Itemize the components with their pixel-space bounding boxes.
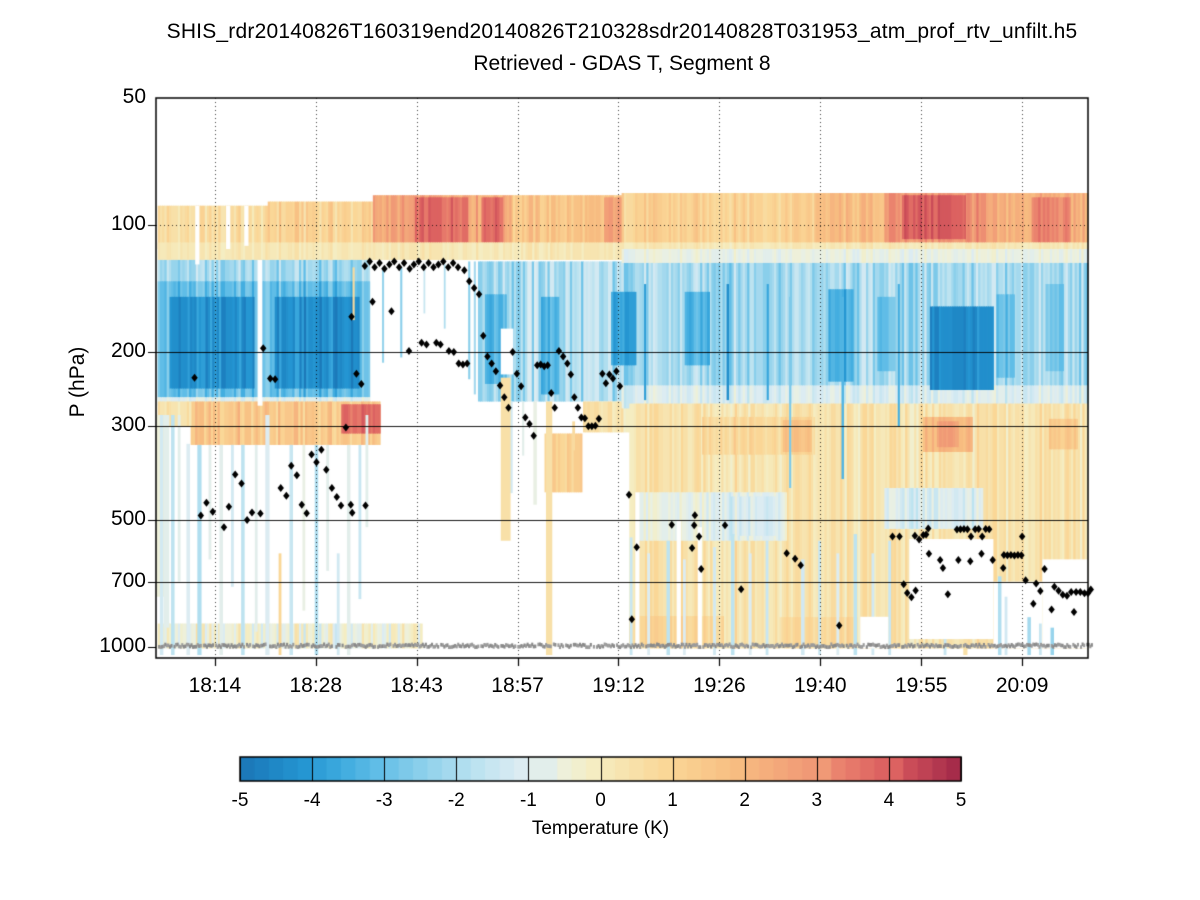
y-tick-label: 100 xyxy=(110,212,146,236)
colorbar-tick-label: -1 xyxy=(519,790,537,811)
y-tick-label: 500 xyxy=(110,506,146,530)
colorbar-tick-label: 2 xyxy=(739,790,750,811)
y-tick-label: 200 xyxy=(110,339,146,363)
x-tick-label: 18:14 xyxy=(188,674,242,697)
colorbar-tick-label: 3 xyxy=(811,790,823,811)
colorbar-tick-label: 0 xyxy=(595,790,606,811)
colorbar-tick-label: -5 xyxy=(231,790,249,811)
x-tick-label: 19:40 xyxy=(794,674,847,697)
y-tick-label: 700 xyxy=(110,568,146,592)
figure-title-line1: SHIS_rdr20140826T160319end20140826T21032… xyxy=(166,20,1078,43)
y-axis-title: P (hPa) xyxy=(66,346,89,418)
y-tick-label: 1000 xyxy=(99,633,146,657)
y-tick-label: 300 xyxy=(110,413,146,437)
colorbar-tick-label: -4 xyxy=(303,790,321,811)
x-tick-label: 19:12 xyxy=(592,674,645,697)
colorbar-title: Temperature (K) xyxy=(531,818,670,839)
x-tick-label: 20:09 xyxy=(995,674,1049,697)
x-tick-label: 18:57 xyxy=(491,674,544,697)
x-tick-label: 18:28 xyxy=(289,674,343,697)
colorbar-tick-label: -2 xyxy=(447,790,465,811)
y-tick-label: 50 xyxy=(122,85,146,108)
colorbar-tick-label: -3 xyxy=(375,790,393,811)
x-tick-label: 19:55 xyxy=(894,674,948,697)
figure-title-line2: Retrieved - GDAS T, Segment 8 xyxy=(473,52,771,75)
colorbar-tick-label: 5 xyxy=(955,790,967,811)
colorbar-tick-label: 4 xyxy=(883,790,895,811)
x-tick-label: 18:43 xyxy=(390,674,443,697)
colorbar-tick-label: 1 xyxy=(667,790,678,811)
x-tick-label: 19:26 xyxy=(693,674,746,697)
